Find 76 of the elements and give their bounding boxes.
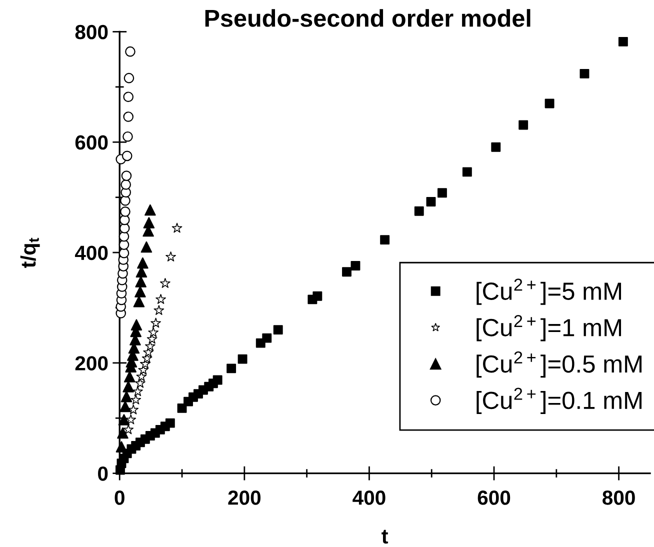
point (156, 294, 166, 304)
point (618, 36, 628, 46)
x-tick-label: 600 (478, 490, 510, 505)
point (117, 427, 128, 439)
point (160, 278, 170, 288)
x-tick-label: 800 (602, 490, 635, 505)
point (119, 223, 130, 234)
point (134, 286, 146, 298)
point (130, 319, 142, 330)
point (148, 327, 158, 338)
legend-label: [Cu$^{2+}$]=0.1 mM (476, 388, 642, 414)
point (124, 371, 136, 382)
legend-label: [Cu$^{2+}$]=5 mM (476, 278, 622, 305)
point (132, 386, 143, 396)
y-tick-label: 200 (75, 356, 108, 370)
point (123, 92, 134, 102)
point (165, 418, 175, 428)
y-tick-label: 800 (75, 24, 108, 40)
legend-label: [Cu$^{2+}$]=1 mM (476, 314, 622, 342)
point (124, 72, 134, 84)
point (118, 231, 130, 242)
point (122, 131, 133, 142)
x-tick-label: 200 (228, 490, 260, 505)
point (312, 291, 322, 301)
point (126, 414, 136, 424)
point (518, 120, 528, 130)
point (120, 179, 132, 190)
point (544, 98, 554, 108)
point (380, 235, 390, 245)
point (140, 241, 152, 253)
point (166, 252, 176, 262)
point (580, 68, 590, 78)
point (238, 354, 248, 364)
point (212, 375, 222, 385)
point (226, 364, 236, 374)
point (262, 333, 272, 343)
point (121, 170, 132, 181)
point (138, 364, 149, 375)
point (118, 414, 130, 426)
point (426, 197, 436, 206)
point (145, 340, 156, 351)
point (135, 276, 146, 288)
point (146, 334, 158, 344)
point (438, 188, 447, 198)
x-tick-label: 400 (352, 490, 386, 505)
point (273, 325, 283, 335)
point (350, 261, 360, 270)
point (125, 46, 136, 57)
point (342, 267, 352, 277)
point (120, 390, 132, 402)
point (120, 400, 131, 412)
point (122, 381, 134, 392)
point (462, 167, 472, 177)
point (143, 217, 155, 228)
x-axis-title: t (382, 530, 388, 544)
point (137, 257, 148, 269)
point (122, 150, 132, 162)
point (144, 204, 156, 216)
point (120, 206, 130, 217)
y-tick-label: 0 (98, 466, 108, 481)
point (123, 112, 134, 122)
x-tick-label: 0 (114, 490, 124, 505)
point (123, 424, 134, 434)
point (133, 296, 145, 308)
point (130, 394, 142, 404)
point (414, 206, 424, 216)
y-tick-label: 400 (74, 246, 108, 260)
y-tick-label: 600 (75, 135, 108, 150)
point (172, 222, 182, 233)
point (154, 305, 164, 315)
point (491, 142, 501, 152)
point (150, 318, 161, 328)
y-axis-title: t/q$_{t}$ (20, 238, 40, 268)
point (128, 404, 139, 414)
chart-title: Pseudo-second order model (205, 9, 530, 27)
legend-label: [Cu$^{2+}$]=0.5 mM (476, 351, 642, 378)
